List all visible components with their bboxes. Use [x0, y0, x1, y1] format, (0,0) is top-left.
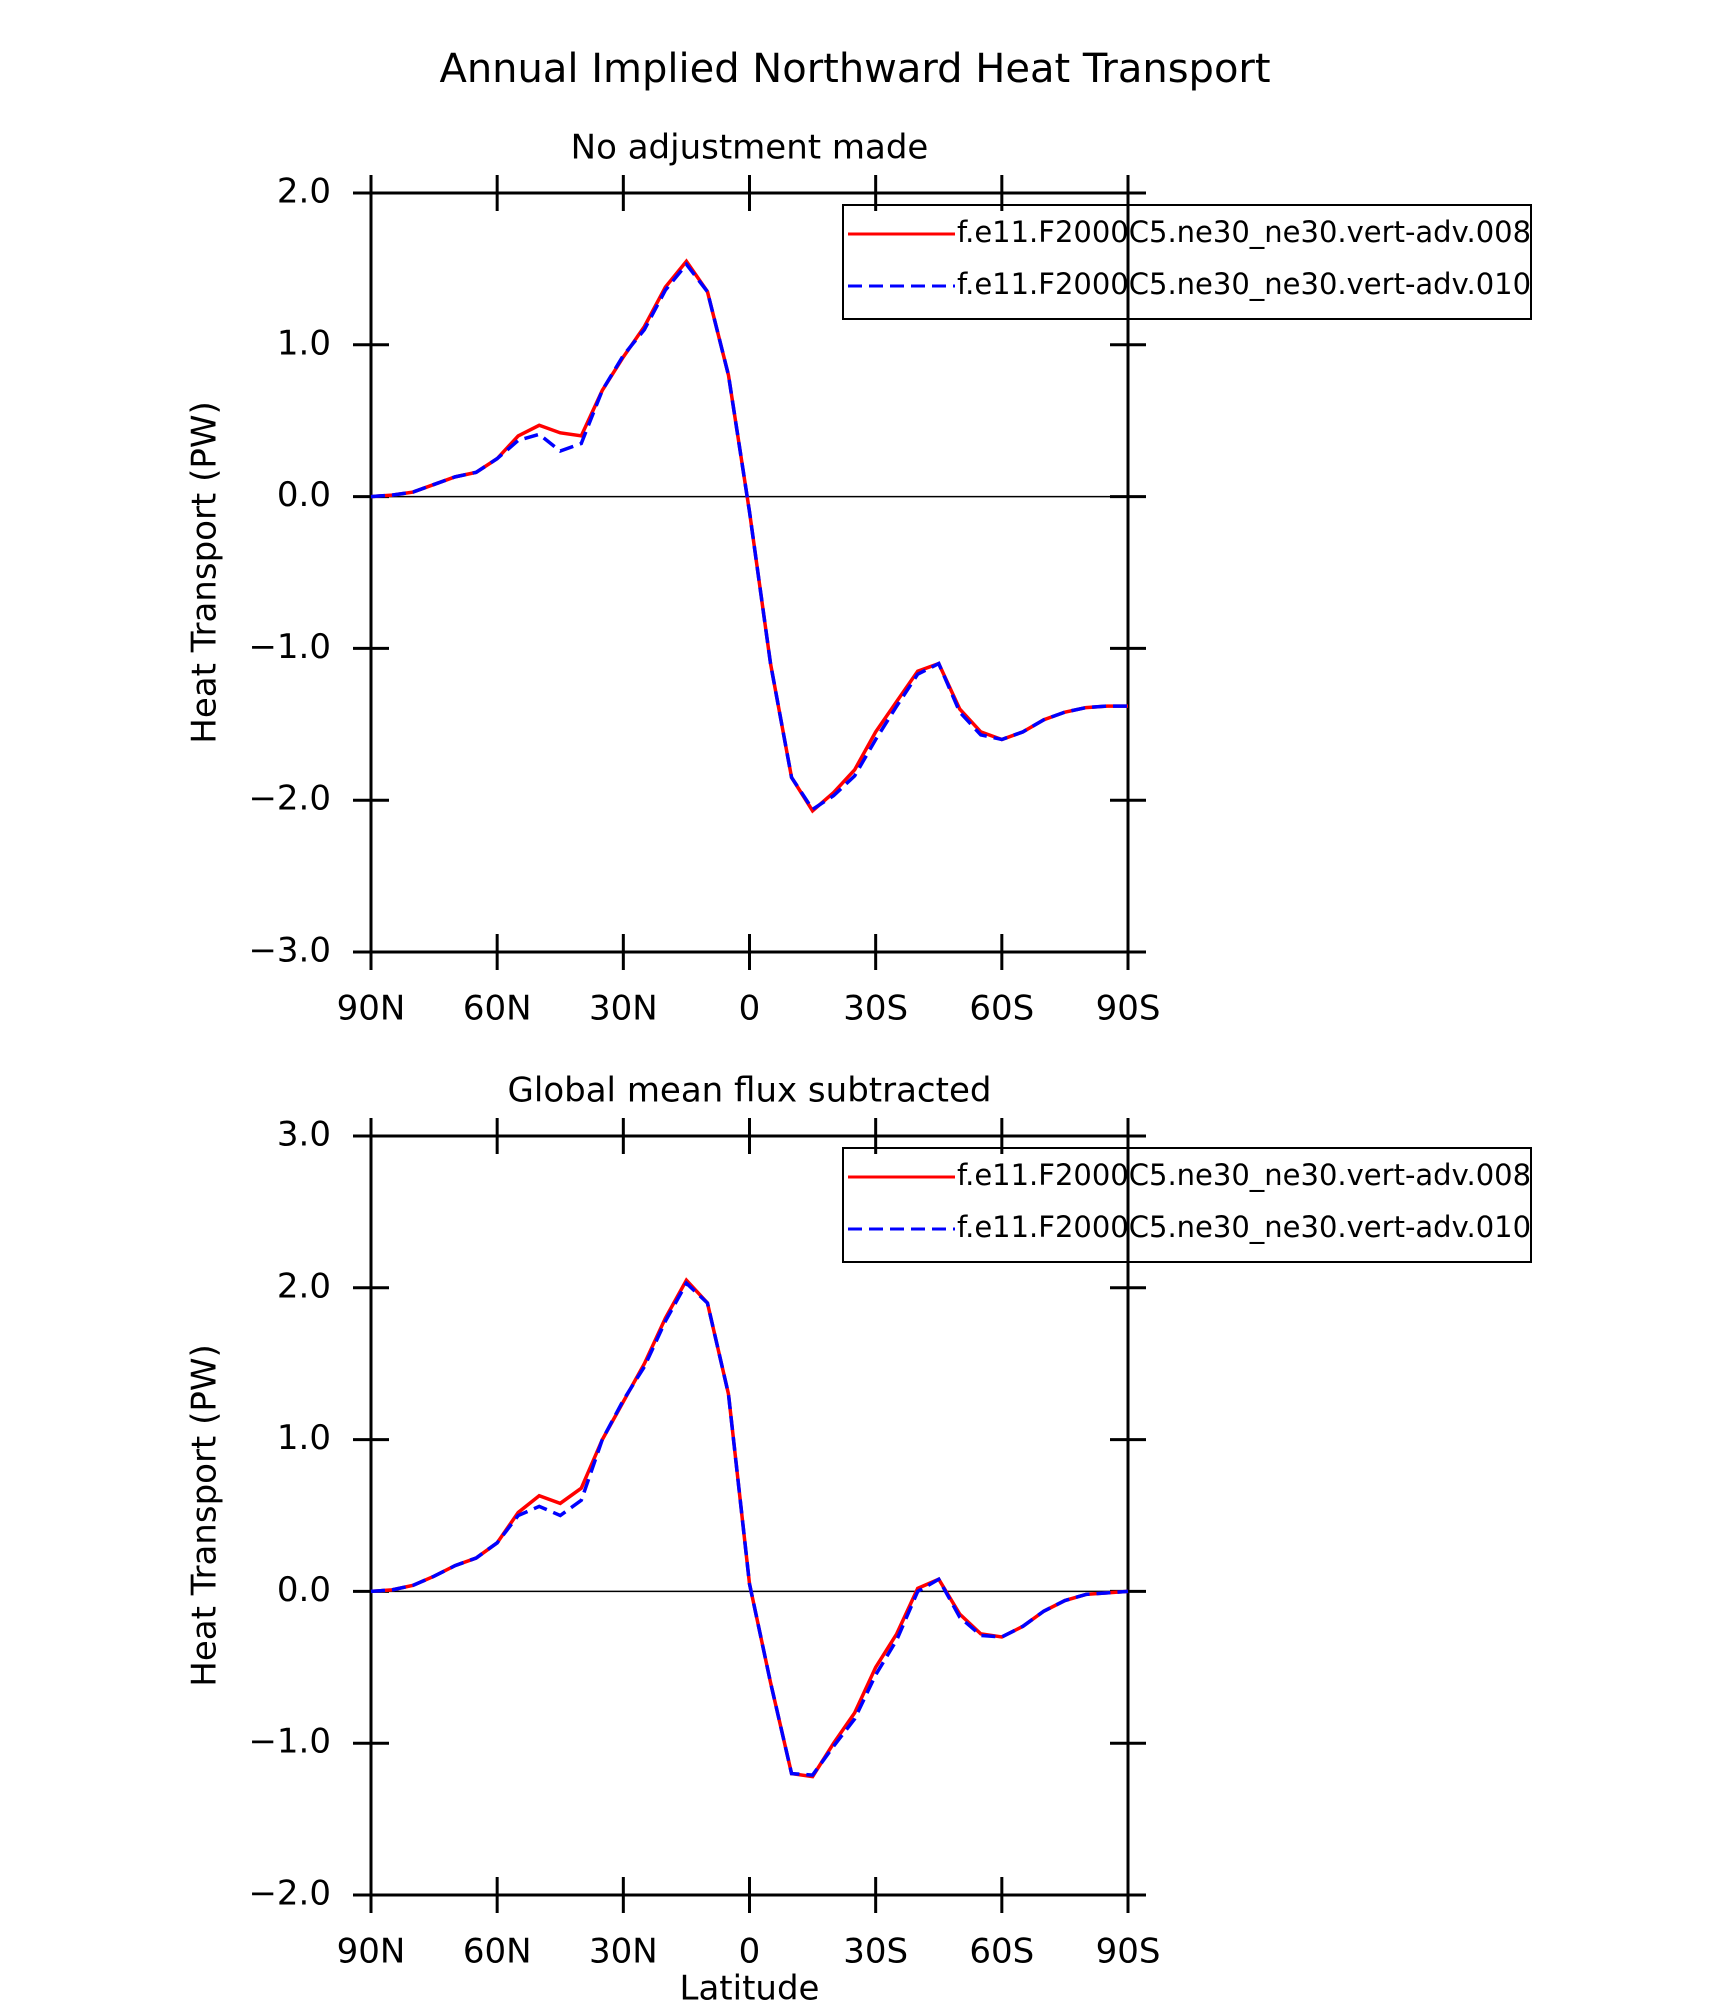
x-tick-label: 90N: [337, 1932, 406, 1972]
legend-label: f.e11.F2000C5.ne30_ne30.vert-adv.008: [957, 215, 1531, 249]
y-tick-label: 2.0: [277, 1266, 331, 1306]
legend-label: f.e11.F2000C5.ne30_ne30.vert-adv.008: [957, 1158, 1531, 1192]
y-tick-label: 2.0: [277, 172, 331, 212]
x-tick-label: 60S: [969, 989, 1034, 1029]
y-tick-label: 1.0: [277, 1418, 331, 1458]
series-line: [370, 1280, 1129, 1777]
x-tick-label: 90S: [1096, 989, 1161, 1029]
y-tick-label: −2.0: [248, 779, 331, 819]
legend-label: f.e11.F2000C5.ne30_ne30.vert-adv.010: [957, 267, 1531, 301]
y-tick-label: −3.0: [248, 931, 331, 971]
y-tick-label: −2.0: [248, 1874, 331, 1914]
y-axis-label: Heat Transport (PW): [185, 1344, 225, 1686]
x-tick-label: 30S: [843, 1932, 908, 1972]
x-tick-label: 60N: [463, 1932, 532, 1972]
y-tick-label: 0.0: [277, 475, 331, 515]
y-tick-label: −1.0: [248, 627, 331, 667]
x-tick-label: 90N: [337, 989, 406, 1029]
y-tick-label: 3.0: [277, 1115, 331, 1155]
y-axis-label: Heat Transport (PW): [185, 401, 225, 743]
figure-title: Annual Implied Northward Heat Transport: [439, 46, 1270, 92]
series-line: [370, 261, 1128, 812]
y-tick-label: 0.0: [277, 1570, 331, 1610]
plot-frame: [369, 1134, 1130, 1897]
x-tick-label: 0: [739, 989, 761, 1029]
legend-box: [842, 1147, 1532, 1263]
x-tick-label: 0: [739, 1932, 761, 1972]
legend-box: [842, 204, 1532, 320]
x-tick-label: 90S: [1096, 1932, 1161, 1972]
x-tick-label: 30N: [589, 1932, 658, 1972]
subplot-title: No adjustment made: [571, 128, 929, 168]
x-axis-label: Latitude: [680, 1969, 820, 2008]
subplot-title: Global mean flux subtracted: [508, 1071, 992, 1111]
series-line: [370, 1277, 1129, 1779]
series-line: [370, 258, 1128, 814]
plot-frame: [369, 191, 1130, 954]
y-tick-label: 1.0: [277, 323, 331, 363]
x-tick-label: 60S: [969, 1932, 1034, 1972]
x-tick-label: 30S: [843, 989, 908, 1029]
x-tick-label: 60N: [463, 989, 532, 1029]
legend-label: f.e11.F2000C5.ne30_ne30.vert-adv.010: [957, 1210, 1531, 1244]
y-tick-label: −1.0: [248, 1722, 331, 1762]
x-tick-label: 30N: [589, 989, 658, 1029]
